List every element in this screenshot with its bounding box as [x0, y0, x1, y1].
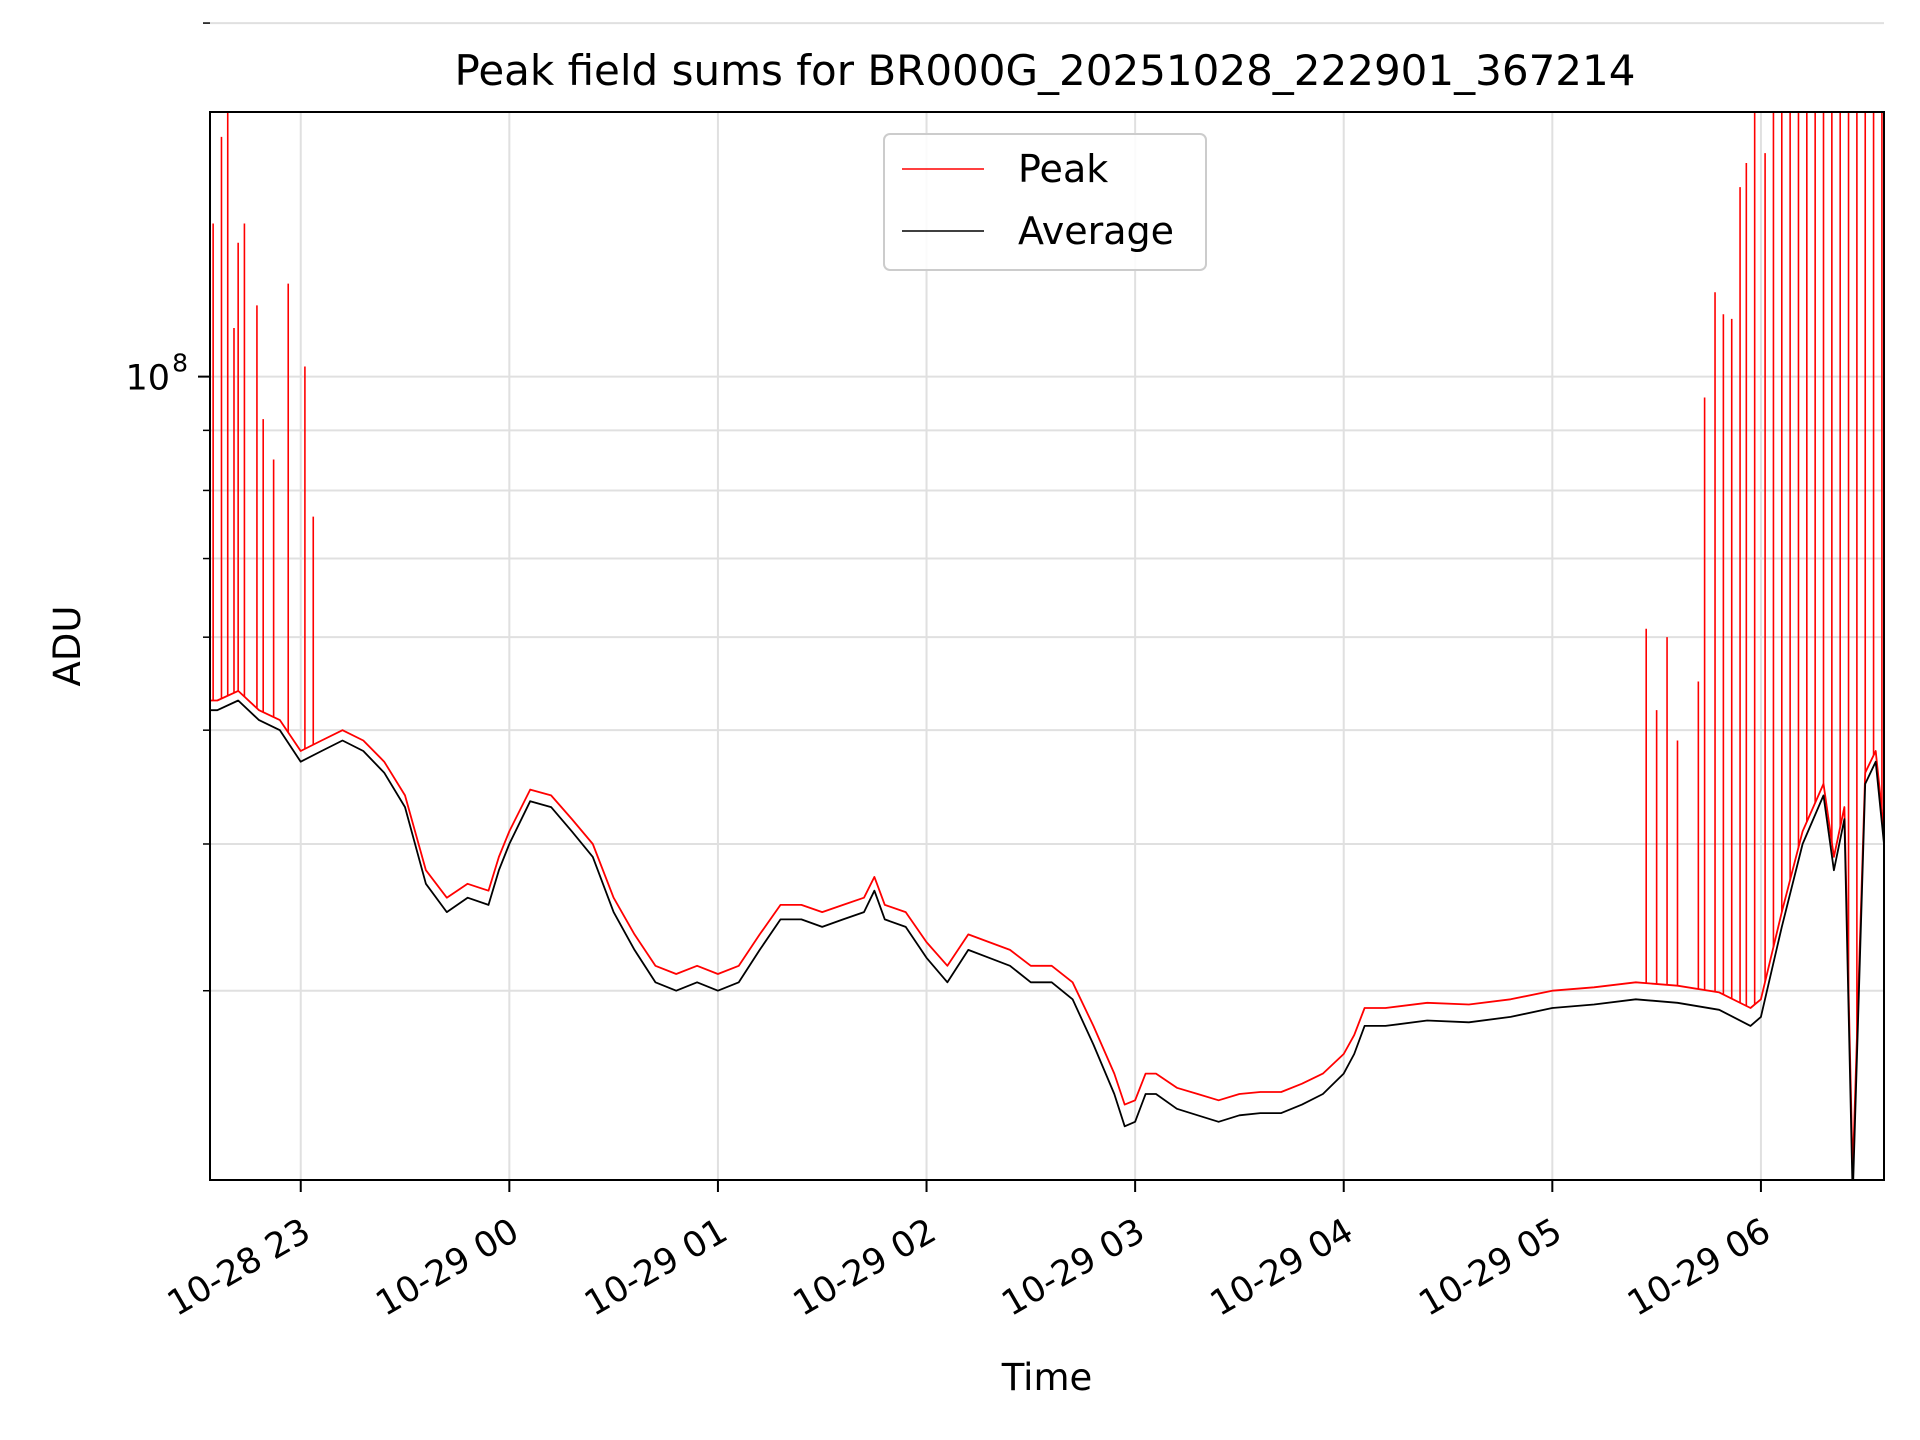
legend-box — [883, 133, 1207, 271]
series-line-peak — [210, 690, 1884, 1174]
chart-title: Peak field sums for BR000G_20251028_2229… — [455, 46, 1636, 95]
legend: Peak Average — [883, 133, 1207, 271]
plot-area — [210, 112, 1884, 1180]
axes-frame — [209, 111, 1885, 1181]
y-tick-label: 10 — [125, 359, 170, 399]
y-tick-label-base: 10 — [125, 359, 170, 399]
series-layer — [210, 112, 1884, 1180]
legend-label-peak: Peak — [1018, 147, 1108, 191]
legend-label-average: Average — [1018, 209, 1174, 253]
y-tick-label-exponent: 8 — [172, 349, 188, 378]
grid — [210, 22, 1884, 1180]
y-axis-label: ADU — [46, 606, 89, 687]
series-line-average — [210, 699, 1884, 1180]
x-axis-label: Time — [1001, 1356, 1093, 1399]
y-axis-ticks: 10 8 — [125, 22, 210, 992]
